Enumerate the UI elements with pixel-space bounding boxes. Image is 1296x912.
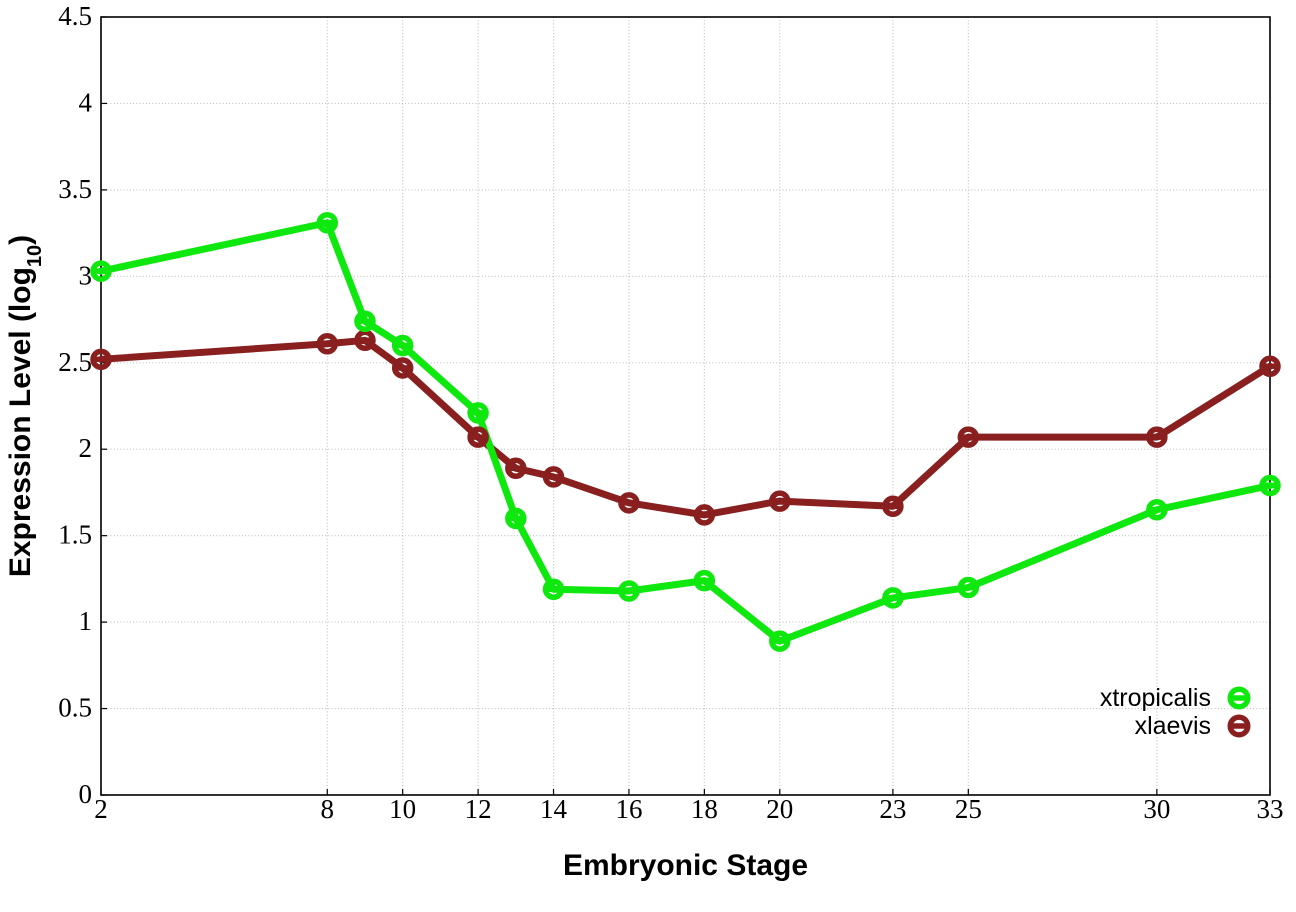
svg-text:12: 12 xyxy=(465,794,492,824)
svg-text:1.5: 1.5 xyxy=(58,520,92,550)
svg-text:2.5: 2.5 xyxy=(58,347,92,377)
svg-text:30: 30 xyxy=(1143,794,1170,824)
svg-text:16: 16 xyxy=(615,794,642,824)
svg-text:xtropicalis: xtropicalis xyxy=(1100,684,1211,712)
svg-text:10: 10 xyxy=(389,794,416,824)
svg-text:25: 25 xyxy=(955,794,982,824)
svg-text:14: 14 xyxy=(540,794,568,824)
svg-text:18: 18 xyxy=(691,794,718,824)
svg-text:8: 8 xyxy=(321,794,335,824)
svg-text:xlaevis: xlaevis xyxy=(1135,712,1211,740)
svg-text:33: 33 xyxy=(1257,794,1284,824)
svg-text:2: 2 xyxy=(94,794,108,824)
svg-text:0.5: 0.5 xyxy=(58,693,92,723)
svg-text:3: 3 xyxy=(79,260,93,290)
svg-text:23: 23 xyxy=(879,794,906,824)
svg-text:3.5: 3.5 xyxy=(58,174,92,204)
svg-text:Embryonic Stage: Embryonic Stage xyxy=(563,849,808,882)
svg-text:20: 20 xyxy=(766,794,793,824)
svg-text:4: 4 xyxy=(79,87,93,117)
svg-text:4.5: 4.5 xyxy=(58,1,92,31)
svg-text:2: 2 xyxy=(79,433,93,463)
svg-text:0: 0 xyxy=(79,779,93,809)
svg-text:1: 1 xyxy=(79,606,93,636)
